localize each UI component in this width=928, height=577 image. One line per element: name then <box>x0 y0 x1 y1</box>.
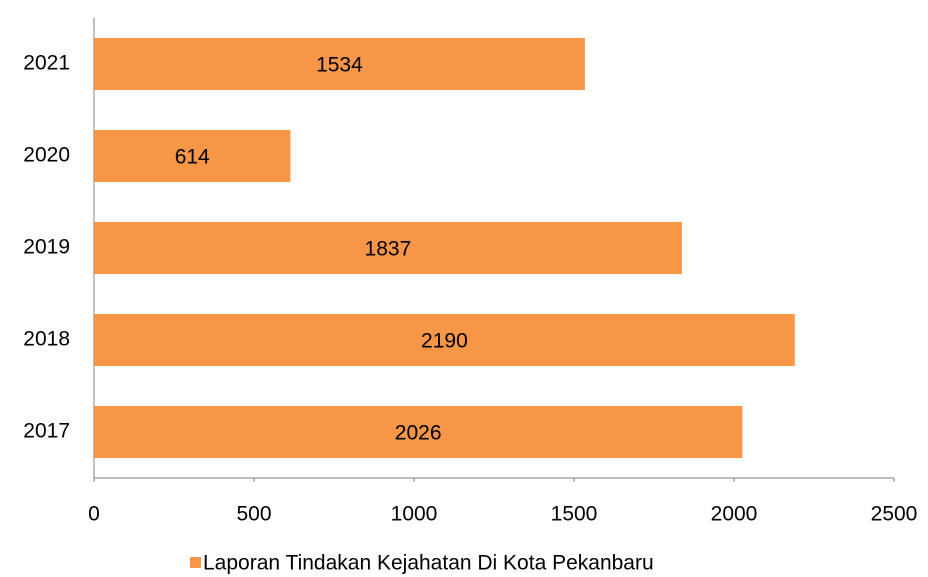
y-tick-label: 2019 <box>23 236 70 259</box>
data-label: 2190 <box>421 330 468 353</box>
legend-swatch <box>190 557 201 568</box>
x-tick-label: 2000 <box>711 503 758 526</box>
data-label: 1837 <box>365 238 412 261</box>
y-tick-label: 2021 <box>23 52 70 75</box>
x-tick-label: 2500 <box>871 503 918 526</box>
bar <box>94 38 585 90</box>
bar <box>94 130 291 182</box>
bar <box>94 222 682 274</box>
bar <box>94 314 795 366</box>
data-label: 614 <box>175 146 210 169</box>
x-tick-label: 0 <box>88 503 100 526</box>
y-tick-label: 2018 <box>23 328 70 351</box>
legend-label: Laporan Tindakan Kejahatan Di Kota Pekan… <box>203 552 654 575</box>
x-tick-label: 500 <box>236 503 271 526</box>
y-tick-label: 2020 <box>23 144 70 167</box>
x-tick-label: 1500 <box>551 503 598 526</box>
x-tick-label: 1000 <box>391 503 438 526</box>
data-label: 1534 <box>316 54 363 77</box>
bar <box>94 406 743 458</box>
data-label: 2026 <box>395 422 442 445</box>
y-tick-label: 2017 <box>23 420 70 443</box>
